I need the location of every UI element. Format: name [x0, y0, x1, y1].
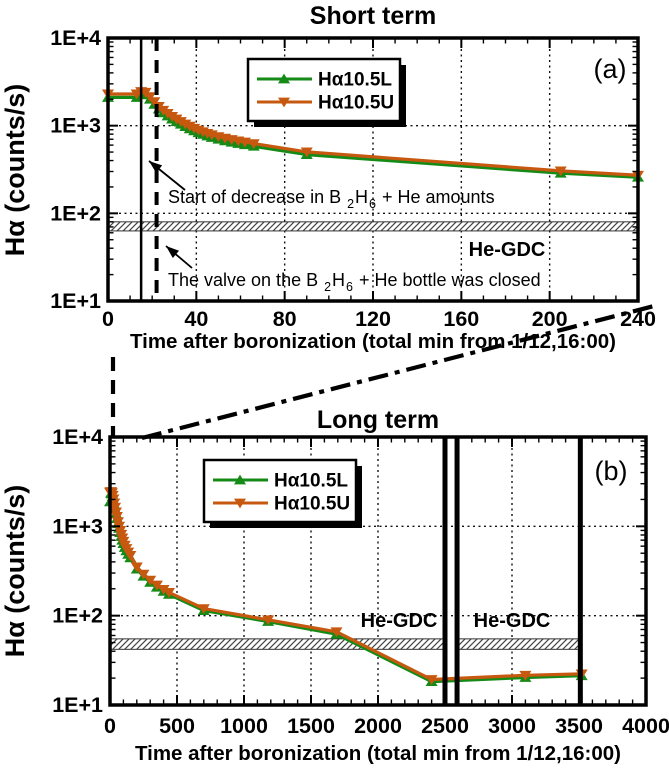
triangle-down-icon: [150, 580, 163, 591]
x-tick-label: 0: [102, 307, 114, 331]
he-gdc-label: He-GDC: [469, 239, 546, 261]
x-tick-label: 1000: [220, 714, 268, 738]
x-tick-label: 500: [159, 714, 195, 738]
legend-triangle-up-icon: [278, 73, 290, 84]
triangle-down-icon: [157, 584, 170, 595]
triangle-down-icon: [110, 512, 123, 522]
triangle-down-icon: [262, 615, 275, 626]
x-tick-label: 0: [104, 714, 116, 738]
legend-label: Hα10.5L: [274, 471, 348, 492]
triangle-down-icon: [330, 627, 343, 638]
y-tick-label: 1E+4: [52, 425, 103, 449]
legend-triangle-up-icon: [234, 474, 246, 485]
triangle-down-icon: [137, 569, 150, 580]
y-tick-label: 1E+1: [52, 693, 103, 717]
he-gdc-band: [456, 638, 581, 650]
x-tick-label: 40: [184, 307, 208, 331]
panel-border: [108, 435, 648, 707]
triangle-down-icon: [197, 604, 210, 614]
legend-label: Hα10.5L: [318, 70, 392, 91]
triangle-down-icon: [300, 147, 313, 158]
x-tick-label: 3000: [488, 714, 536, 738]
he-gdc-label: He-GDC: [361, 610, 438, 632]
legend-box: [202, 458, 358, 524]
legend-box: [246, 57, 402, 123]
x-tick-label: 4000: [622, 714, 669, 738]
triangle-down-icon: [162, 588, 175, 598]
x-tick-label: 160: [443, 307, 479, 331]
x-tick-label: 120: [355, 307, 391, 331]
panel-a-title: Short term: [310, 2, 436, 30]
legend-label: Hα10.5U: [274, 494, 350, 515]
x-tick-label: 2000: [354, 714, 402, 738]
triangle-down-icon: [247, 139, 260, 150]
triangle-down-icon: [425, 675, 438, 685]
legend-triangle-down-icon: [278, 97, 290, 108]
annotation-text-1: Start of decrease in B 2H6 + He amounts: [168, 187, 495, 211]
y-tick-label: 1E+2: [52, 604, 103, 628]
x-axis-label: Time after boronization (total min from …: [135, 742, 621, 765]
triangle-down-icon: [143, 92, 156, 103]
legend-triangle-down-icon: [234, 498, 246, 509]
y-axis-label: Hα (counts/s): [0, 485, 30, 658]
panel-a-label: (a): [594, 54, 627, 84]
annotation-text-2: The valve on the B 2H6 + He bottle was c…: [168, 270, 541, 294]
y-tick-label: 1E+4: [50, 26, 101, 50]
x-tick-label: 3500: [555, 714, 603, 738]
x-tick-label: 200: [532, 307, 568, 331]
x-tick-label: 1500: [287, 714, 335, 738]
y-tick-label: 1E+1: [50, 289, 101, 313]
panel-b-title: Long term: [317, 406, 439, 434]
x-tick-label: 2500: [421, 714, 469, 738]
he-gdc-label: He-GDC: [474, 610, 551, 632]
panel-border: [106, 36, 640, 303]
y-tick-label: 1E+3: [52, 514, 103, 538]
annotation-arrowhead-icon: [149, 161, 163, 173]
zoom-link-diagonal-dashdot: [141, 302, 659, 441]
panel-b-label: (b): [595, 456, 628, 486]
triangle-down-icon: [554, 166, 567, 177]
legend-label: Hα10.5U: [318, 93, 394, 114]
y-tick-label: 1E+2: [50, 201, 101, 225]
x-tick-label: 80: [273, 307, 297, 331]
he-gdc-band: [109, 638, 446, 650]
x-axis-label: Time after boronization (total min from …: [130, 330, 616, 353]
triangle-down-icon: [519, 670, 532, 681]
he-gdc-band: [107, 221, 639, 232]
triangle-down-icon: [238, 137, 251, 148]
triangle-down-icon: [130, 562, 143, 573]
y-tick-label: 1E+3: [50, 114, 101, 138]
y-axis-label: Hα (counts/s): [0, 84, 30, 257]
annotation-arrowhead-icon: [166, 246, 180, 259]
triangle-down-icon: [144, 575, 157, 586]
triangle-down-icon: [124, 551, 137, 561]
